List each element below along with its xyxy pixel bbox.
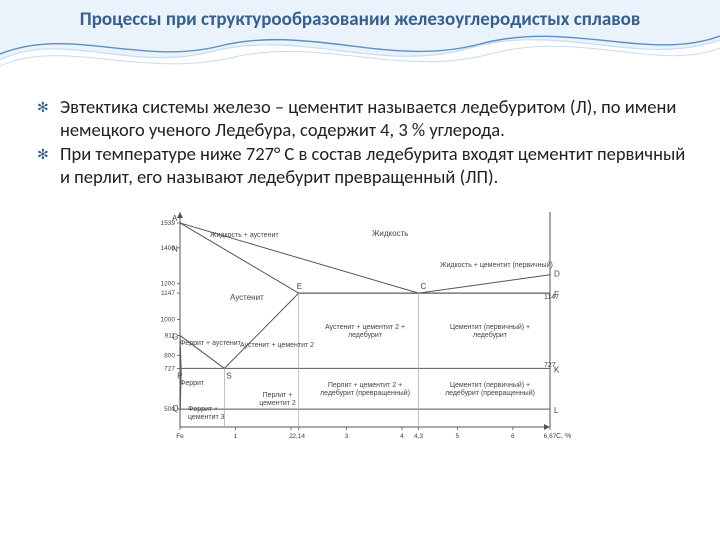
svg-text:A: A [172, 214, 178, 223]
svg-text:Q: Q [172, 404, 178, 413]
svg-text:3: 3 [345, 433, 349, 440]
svg-text:1: 1 [234, 433, 238, 440]
label-cem-ledeburite-p: Цементит (первичный) + ледебурит (превра… [435, 382, 545, 397]
svg-text:E: E [297, 282, 302, 291]
label-1147: 1147 [544, 294, 559, 301]
svg-text:S: S [226, 372, 231, 381]
iron-carbon-phase-diagram: 50072780091110001147120014001539Fe122,14… [140, 202, 580, 450]
label-liquid-austenite: Жидкость + аустенит [210, 232, 279, 239]
slide-title: Процессы при структурообразовании железо… [0, 0, 720, 32]
bullet-star-icon: ✻ [37, 148, 50, 161]
label-liquid: Жидкость [372, 230, 408, 238]
phase-diagram-container: 50072780091110001147120014001539Fe122,14… [34, 202, 686, 450]
bullet-star-icon: ✻ [37, 101, 50, 114]
svg-text:С, %: С, % [556, 433, 571, 440]
svg-text:L: L [554, 406, 559, 415]
svg-text:5: 5 [456, 433, 460, 440]
svg-text:N: N [172, 245, 178, 254]
label-austenite: Аустенит [230, 294, 264, 302]
svg-text:G: G [172, 333, 178, 342]
svg-text:1000: 1000 [161, 317, 176, 324]
svg-text:2,14: 2,14 [292, 433, 305, 440]
label-ferrite: Феррит [180, 380, 204, 387]
bullet-text: При температуре ниже 727° С в состав лед… [60, 142, 685, 188]
label-austenite-cem2: Аустенит + цементит 2 [240, 342, 314, 349]
svg-text:727: 727 [164, 366, 175, 373]
list-item: ✻ Эвтектика системы железо – цементит на… [34, 96, 686, 141]
svg-text:1200: 1200 [161, 281, 176, 288]
svg-text:4: 4 [400, 433, 404, 440]
svg-text:C: C [421, 282, 427, 291]
label-727: 727 [544, 362, 556, 369]
svg-text:4,3: 4,3 [414, 433, 423, 440]
svg-text:D: D [554, 270, 560, 279]
list-item: ✻ При температуре ниже 727° С в состав л… [34, 143, 686, 188]
label-ferrite-cem3: Феррит + цементит 3 [188, 406, 248, 421]
label-perlite-ledeburite: Перлит + цементит 2 + ледебурит (превращ… [315, 382, 415, 397]
svg-text:800: 800 [164, 353, 175, 360]
svg-text:6: 6 [511, 433, 515, 440]
label-cementite-ledeburite: Цементит (первичный) + ледебурит [440, 324, 540, 339]
bullet-list: ✻ Эвтектика системы железо – цементит на… [34, 96, 686, 188]
label-ferrite-austenite: Феррит + аустенит [180, 340, 241, 347]
label-perlite-cem2: Перлит + цементит 2 [250, 392, 305, 407]
svg-text:1147: 1147 [161, 290, 175, 297]
slide-body: ✻ Эвтектика системы железо – цементит на… [0, 78, 720, 450]
svg-text:Fe: Fe [176, 433, 184, 440]
label-liquid-cementite: Жидкость + цементит (первичный) [440, 262, 553, 269]
slide-header: Процессы при структурообразовании железо… [0, 0, 720, 78]
label-austenite-ledeburite: Аустенит + цементит 2 + ледебурит [320, 324, 410, 339]
svg-text:6,67: 6,67 [544, 433, 557, 440]
bullet-text: Эвтектика системы железо – цементит назы… [60, 95, 676, 141]
